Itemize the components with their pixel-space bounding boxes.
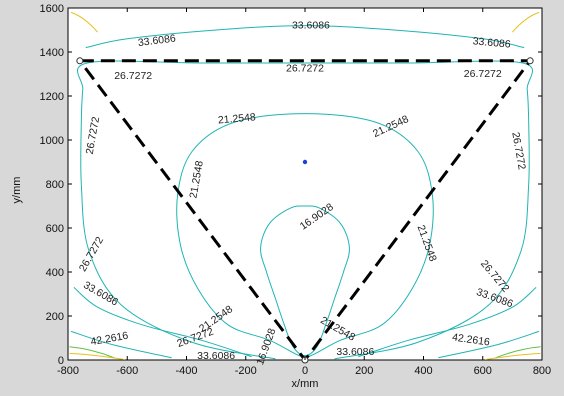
y-axis-label: y/mm [11,177,23,204]
y-tick-label: 1600 [40,3,64,15]
contour-label: 33.6086 [197,350,235,362]
contour-label: 21.2548 [217,111,256,126]
y-tick-label: 1200 [40,91,64,103]
y-tick-label: 1000 [40,135,64,147]
x-axis-label: x/mm [292,378,319,390]
contour-label: 33.6086 [292,19,330,31]
corner-contour [70,11,99,33]
contour-label: 33.6086 [137,32,176,49]
contour-line [70,330,172,359]
contour-label: 26.7272 [286,62,324,74]
contour-label: 42.2616 [451,331,490,348]
x-tick-label: -400 [175,365,197,377]
contour-line [358,287,537,358]
plot-area [67,7,543,361]
center-point [302,159,308,165]
sensor-vertex [76,57,84,65]
x-tick-label: -200 [235,365,257,377]
contour-label: 33.6086 [472,35,511,50]
corner-contour [69,346,116,359]
corner-contour [69,352,125,361]
x-tick-label: 0 [302,365,308,377]
triangle-edges [76,59,534,363]
y-tick-label: 400 [46,267,64,279]
x-tick-label: -600 [116,365,138,377]
contour-label: 26.7272 [464,68,502,80]
contour-lines [70,25,540,360]
contour-line [85,25,525,49]
y-axis-ticks: 0 200 400 600 800 1000 1200 1400 1600 [40,3,542,367]
x-tick-label: 600 [474,365,492,377]
y-tick-label: 800 [46,179,64,191]
y-tick-label: 600 [46,223,64,235]
contour-label: 33.6086 [336,346,374,358]
contour-line [76,60,534,360]
x-tick-label: 400 [414,365,432,377]
contour-line [73,287,252,358]
y-tick-label: 0 [58,355,64,367]
x-tick-label: 200 [355,365,373,377]
y-tick-label: 200 [46,311,64,323]
contour-line [176,113,434,359]
x-tick-label: 800 [533,365,551,377]
x-tick-label: -800 [57,365,79,377]
corner-features [69,11,541,361]
corner-contour [485,352,541,361]
contour-line [438,330,540,359]
corner-contour [511,11,540,33]
corner-contour [494,346,541,359]
sensor-vertex [526,57,534,65]
y-tick-label: 1400 [40,47,64,59]
contour-label: 26.7272 [114,70,152,82]
contour-line [260,205,350,357]
x-axis-ticks: -800 -600 -400 -200 0 200 400 600 800 [57,8,551,377]
